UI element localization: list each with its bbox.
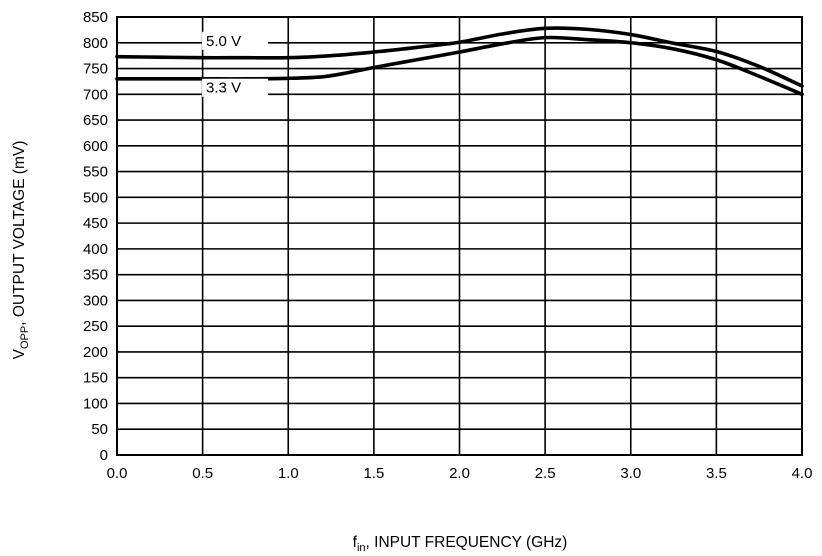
plot-frame — [116, 16, 803, 456]
y-tick-label: 0 — [100, 447, 108, 464]
series-label-bg — [202, 31, 269, 50]
series-label: 3.3 V — [206, 80, 241, 97]
y-tick-label: 700 — [83, 86, 108, 103]
y-tick-label: 250 — [83, 318, 108, 335]
y-tick-label: 450 — [83, 215, 108, 232]
y-gridlines — [117, 16, 802, 456]
y-tick-label: 50 — [91, 421, 108, 438]
x-axis-title-main: f — [353, 534, 358, 551]
y-tick-labels: 0 50 100 150 200 250 300 350 400 450 500 550 600 650 7… — [83, 9, 108, 464]
y-tick-label: 650 — [83, 112, 108, 129]
y-tick-label: 100 — [83, 395, 108, 412]
y-tick-label: 600 — [83, 138, 108, 155]
x-tick-label: 1.5 — [363, 465, 384, 482]
x-axis-title-subscript: in — [357, 542, 366, 554]
y-tick-label: 500 — [83, 189, 108, 206]
x-tick-label: 2.5 — [535, 465, 556, 482]
y-tick-label: 850 — [83, 9, 108, 26]
y-tick-label: 800 — [83, 35, 108, 52]
x-tick-label: 1.0 — [278, 465, 299, 482]
y-tick-label: 550 — [83, 164, 108, 181]
y-axis-title-subscript: OPP — [19, 326, 31, 349]
y-tick-label: 400 — [83, 241, 108, 258]
x-tick-label: 0.0 — [107, 465, 128, 482]
y-tick-label: 150 — [83, 370, 108, 387]
x-tick-label: 4.0 — [792, 465, 813, 482]
x-tick-label: 3.5 — [706, 465, 727, 482]
y-axis-title-rest: , OUTPUT VOLTAGE (mV) — [11, 141, 28, 326]
x-tick-label: 3.0 — [620, 465, 641, 482]
series-label-bg — [202, 78, 269, 97]
x-axis-title: fin, INPUT FREQUENCY (GHz) — [353, 534, 568, 554]
series-line-5-0-v — [115, 26, 804, 88]
y-tick-label: 750 — [83, 61, 108, 78]
x-tick-label: 2.0 — [449, 465, 470, 482]
y-axis-title-main: V — [11, 348, 28, 359]
y-tick-label: 350 — [83, 267, 108, 284]
x-tick-labels: 0.0 0.5 1.0 1.5 2.0 2.5 3.0 3.5 4.0 — [107, 465, 813, 482]
y-tick-label: 200 — [83, 344, 108, 361]
series-label: 5.0 V — [206, 33, 241, 50]
y-axis-title: VOPP, OUTPUT VOLTAGE (mV) — [11, 141, 31, 360]
series-labels: 5.0 V 3.3 V — [202, 31, 269, 97]
x-axis-title-rest: , INPUT FREQUENCY (GHz) — [366, 534, 568, 551]
x-tick-label: 0.5 — [192, 465, 213, 482]
y-tick-label: 300 — [83, 292, 108, 309]
